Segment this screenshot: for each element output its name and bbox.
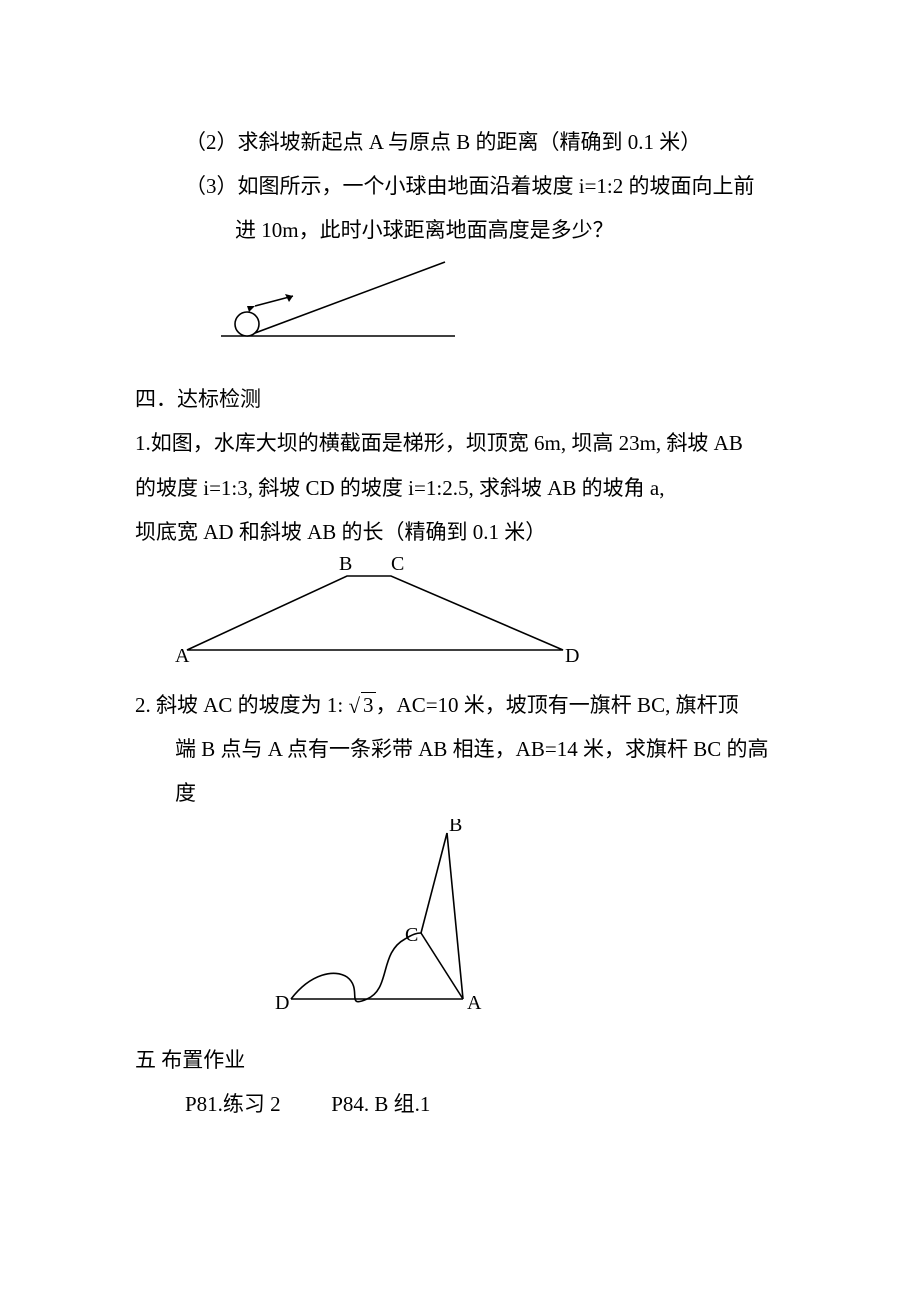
q2-line3: 度 — [135, 771, 785, 815]
section-5-heading: 五 布置作业 — [135, 1038, 785, 1082]
slope-svg — [195, 258, 465, 354]
figure-flagpole: B C A D — [225, 819, 785, 1034]
q1-line2: 的坡度 i=1:3, 斜坡 CD 的坡度 i=1:2.5, 求斜坡 AB 的坡角… — [135, 466, 785, 510]
svg-text:C: C — [405, 924, 418, 946]
svg-text:A: A — [467, 992, 482, 1014]
homework-2: P84. B 组.1 — [331, 1092, 430, 1116]
q2-line1: 2. 斜坡 AC 的坡度为 1: √3，AC=10 米，坡顶有一旗杆 BC, 旗… — [135, 683, 785, 727]
q2-suffix: ，AC=10 米，坡顶有一旗杆 BC, 旗杆顶 — [376, 693, 739, 717]
svg-text:D: D — [275, 992, 289, 1014]
sqrt-icon: √3 — [349, 683, 376, 727]
svg-text:B: B — [339, 554, 352, 575]
sqrt-radicand: 3 — [361, 692, 376, 717]
page-content: （2）求斜坡新起点 A 与原点 B 的距离（精确到 0.1 米） （3）如图所示… — [0, 0, 920, 1302]
item-2: （2）求斜坡新起点 A 与原点 B 的距离（精确到 0.1 米） — [135, 120, 785, 164]
q2-prefix: 2. 斜坡 AC 的坡度为 1: — [135, 693, 349, 717]
q2-line2: 端 B 点与 A 点有一条彩带 AB 相连，AB=14 米，求旗杆 BC 的高 — [135, 727, 785, 771]
q1-line3: 坝底宽 AD 和斜坡 AB 的长（精确到 0.1 米） — [135, 510, 785, 554]
trapezoid-svg: A B C D — [155, 554, 595, 664]
item-3-line2: 进 10m，此时小球距离地面高度是多少？ — [135, 208, 785, 252]
homework-1: P81.练习 2 — [185, 1092, 281, 1116]
svg-text:A: A — [175, 645, 190, 664]
svg-text:D: D — [565, 645, 579, 664]
svg-text:B: B — [449, 819, 462, 836]
figure-slope — [195, 258, 785, 369]
figure-trapezoid: A B C D — [155, 554, 785, 679]
homework-row: P81.练习 2 P84. B 组.1 — [135, 1082, 785, 1126]
item-3-line1: （3）如图所示，一个小球由地面沿着坡度 i=1:2 的坡面向上前 — [135, 164, 785, 208]
section-4-heading: 四．达标检测 — [135, 377, 785, 421]
q1-line1: 1.如图，水库大坝的横截面是梯形，坝顶宽 6m, 坝高 23m, 斜坡 AB — [135, 421, 785, 465]
flagpole-svg: B C A D — [225, 819, 525, 1019]
svg-text:C: C — [391, 554, 404, 575]
